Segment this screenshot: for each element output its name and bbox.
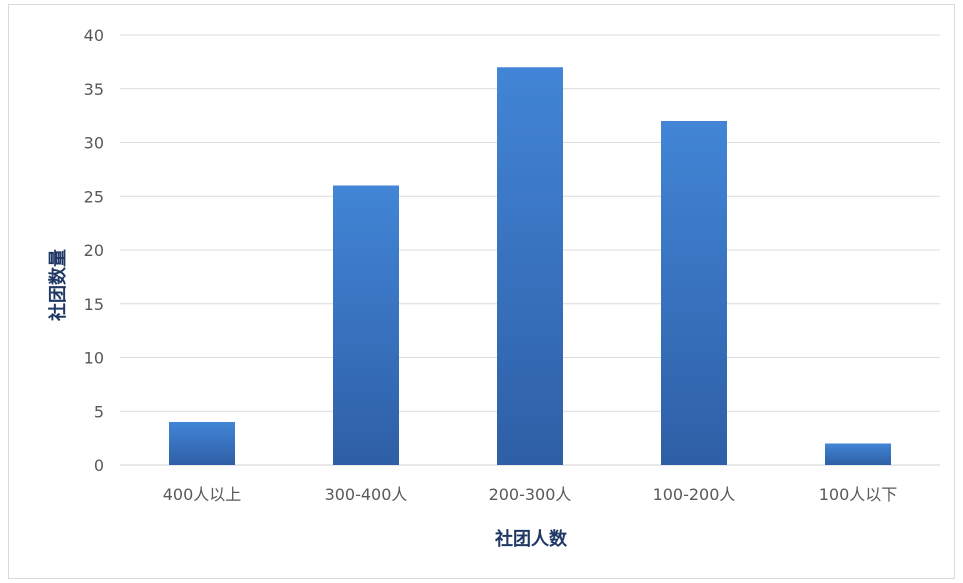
x-tick-label: 200-300人 — [489, 485, 572, 504]
x-tick-label: 400人以上 — [163, 485, 242, 504]
x-axis-title: 社团人数 — [495, 528, 568, 550]
x-tick-label: 300-400人 — [325, 485, 408, 504]
x-tick-label: 100-200人 — [653, 485, 736, 504]
y-axis-title: 社团数量 — [47, 249, 69, 321]
y-tick-label: 25 — [84, 187, 104, 206]
bars — [169, 67, 891, 465]
bar — [333, 185, 399, 465]
y-tick-label: 15 — [84, 295, 104, 314]
y-tick-label: 0 — [94, 456, 104, 475]
bar — [169, 422, 235, 465]
y-tick-label: 40 — [84, 26, 104, 45]
y-tick-label: 35 — [84, 80, 104, 99]
y-tick-label: 30 — [84, 134, 104, 153]
x-tick-label: 100人以下 — [819, 485, 898, 504]
bar — [661, 121, 727, 465]
y-axis-ticks: 0 5 10 15 20 25 30 35 40 — [84, 26, 104, 475]
y-tick-label: 5 — [94, 402, 104, 421]
y-tick-label: 20 — [84, 241, 104, 260]
bar — [497, 67, 563, 465]
y-tick-label: 10 — [84, 349, 104, 368]
x-axis-ticks: 400人以上 300-400人 200-300人 100-200人 100人以下 — [163, 485, 898, 504]
chart-frame — [8, 4, 955, 579]
bar — [825, 443, 891, 465]
